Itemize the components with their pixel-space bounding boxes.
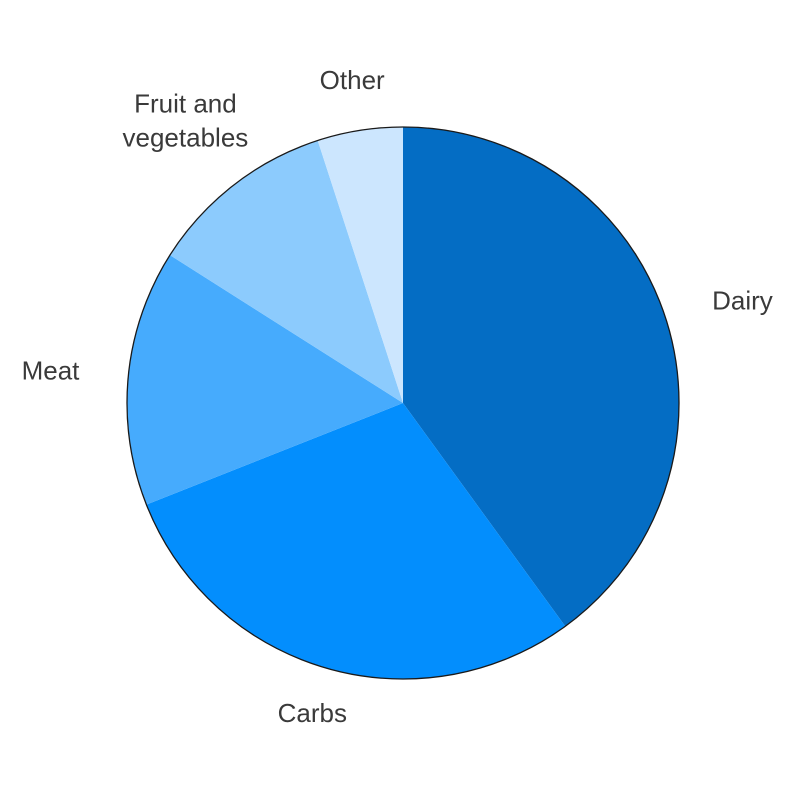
slices-layer <box>127 127 680 680</box>
slice-label-fruit-and-vegetables: Fruit and vegetables <box>123 88 249 152</box>
pie-slice-dairy <box>403 127 680 627</box>
pie-outline <box>126 126 680 680</box>
slice-label-carbs: Carbs <box>278 698 347 728</box>
labels-layer: Dairy Carbs Meat Fruit and vegetables Other <box>22 65 773 728</box>
slice-label-other: Other <box>320 65 385 95</box>
pie-slice-other <box>317 127 403 403</box>
pie-slice-carbs <box>146 403 566 680</box>
slice-label-meat: Meat <box>22 355 81 385</box>
pie-slice-meat <box>127 255 403 505</box>
pie-slice-fruit-and-vegetables <box>169 140 403 403</box>
slice-label-dairy: Dairy <box>712 285 773 315</box>
